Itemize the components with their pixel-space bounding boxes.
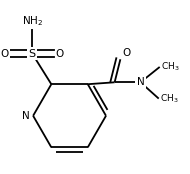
Text: CH$_3$: CH$_3$	[161, 60, 179, 73]
Text: S: S	[28, 49, 36, 58]
Text: O: O	[122, 48, 131, 58]
Text: CH$_3$: CH$_3$	[160, 93, 178, 105]
Text: N: N	[22, 111, 30, 121]
Text: N: N	[137, 77, 144, 87]
Text: O: O	[56, 49, 64, 58]
Text: O: O	[0, 49, 9, 58]
Text: NH$_2$: NH$_2$	[22, 14, 43, 28]
